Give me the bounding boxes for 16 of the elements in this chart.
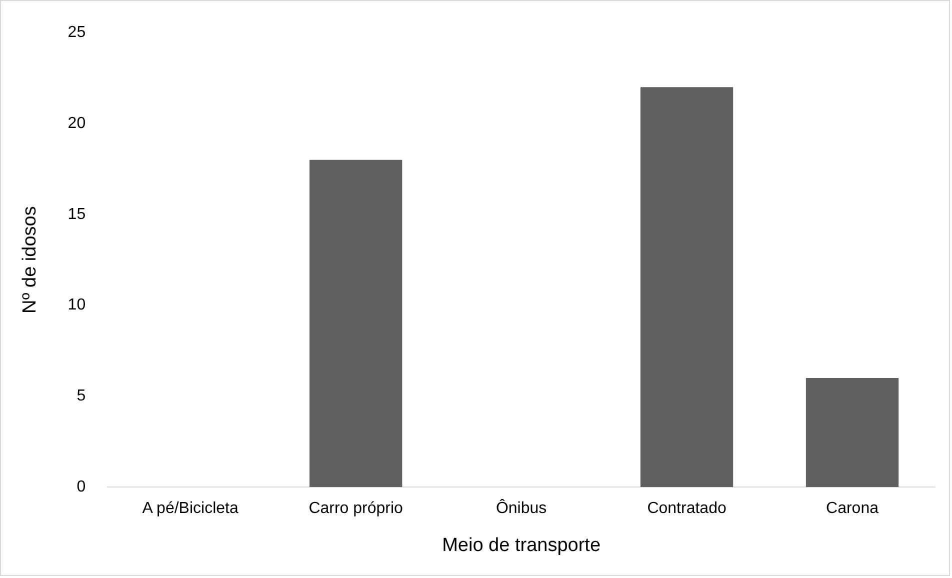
- bar: [309, 160, 402, 487]
- y-tick-label: 0: [76, 478, 86, 496]
- y-tick-label: 15: [68, 206, 86, 223]
- x-tick-label: Carona: [826, 500, 879, 518]
- y-tick-label: 20: [68, 114, 86, 132]
- bar: [640, 87, 734, 487]
- x-tick-label: A pé/Bicicleta: [142, 500, 238, 518]
- bar: [806, 378, 899, 487]
- y-tick-label: 10: [68, 296, 86, 314]
- x-tick-label: Carro próprio: [308, 500, 404, 518]
- x-axis-title: Meio de transporte: [442, 534, 601, 556]
- y-tick-label: 5: [76, 388, 86, 405]
- y-tick-label: 25: [68, 24, 86, 42]
- x-tick-label: Contratado: [647, 500, 726, 518]
- y-axis-title: Nº de idosos: [20, 206, 41, 314]
- x-tick-label: Ônibus: [496, 499, 547, 518]
